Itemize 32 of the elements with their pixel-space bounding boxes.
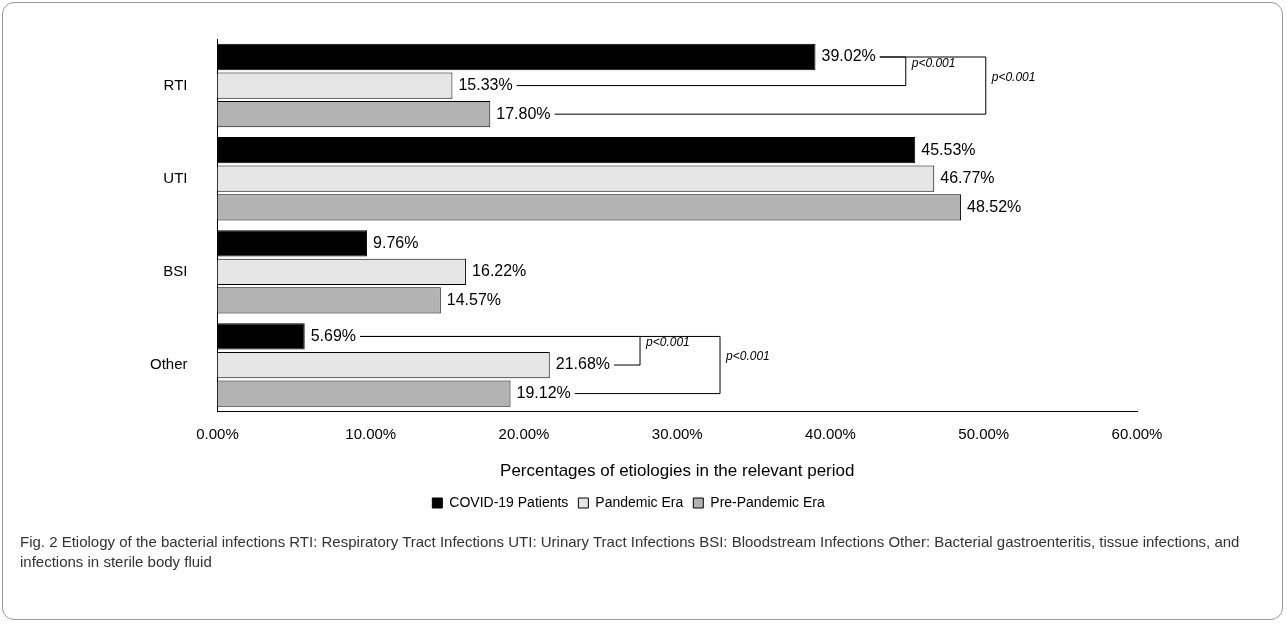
- data-label: 19.12%: [516, 384, 571, 401]
- data-label: 16.22%: [472, 262, 527, 280]
- y-tick-label: BSI: [163, 262, 188, 280]
- annotation: p<0.001: [990, 69, 1036, 84]
- data-label: 17.80%: [496, 104, 551, 122]
- x-tick-label: 30.00%: [651, 424, 703, 442]
- y-tick-label: UTI: [163, 168, 188, 186]
- legend-label: Pre-Pandemic Era: [710, 493, 825, 510]
- data-label: 5.69%: [310, 326, 357, 344]
- data-label: 39.02%: [821, 47, 876, 65]
- legend-label: Pandemic Era: [595, 493, 684, 510]
- data-label: 14.57%: [446, 290, 502, 308]
- data-label: 15.33%: [458, 75, 513, 93]
- x-tick-label: 20.00%: [498, 424, 550, 442]
- data-label: 48.52%: [967, 197, 1022, 215]
- y-tick-label: RTI: [163, 75, 188, 93]
- x-tick-label: 10.00%: [345, 424, 397, 442]
- caption: Fig. 2 Etiology of the bacterial infections RTI: Respiratory Tract Infections UTI: Urinary Tract Infections BSI: Bloodstream Infections Other: Bacterial gastroenteritis, tissue infections, and infections in sterile body fluid: [20, 532, 1241, 572]
- x-tick-label: 40.00%: [805, 424, 856, 442]
- x-axis-title: Percentages of etiologies in the relevant period: [500, 461, 855, 481]
- annotation: p<0.001: [645, 335, 690, 350]
- annotation: p<0.001: [725, 349, 770, 364]
- x-tick-label: 50.00%: [958, 424, 1010, 442]
- data-label: 45.53%: [921, 140, 976, 158]
- data-label: 9.76%: [373, 233, 419, 251]
- x-tick-label: 0.00%: [196, 424, 239, 442]
- data-label: 21.68%: [555, 355, 611, 373]
- legend-label: COVID-19 Patients: [449, 493, 569, 510]
- annotation: p<0.001: [910, 55, 956, 70]
- x-tick-label: 60.00%: [1111, 424, 1163, 442]
- data-label: 46.77%: [940, 169, 995, 187]
- y-tick-label: Other: [150, 355, 188, 373]
